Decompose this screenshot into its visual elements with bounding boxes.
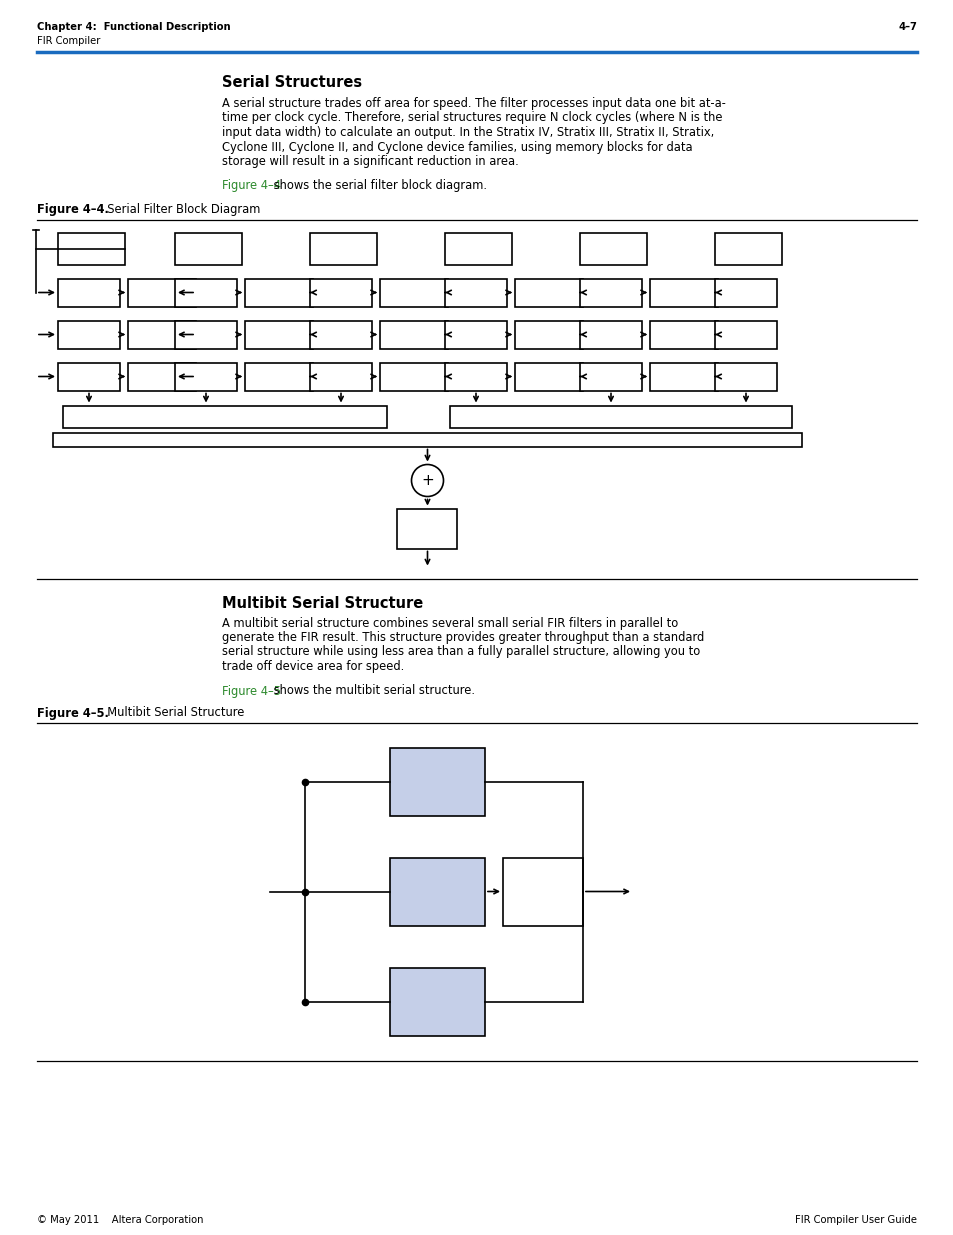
Bar bbox=[58, 363, 120, 390]
Bar bbox=[579, 321, 641, 348]
Bar bbox=[579, 279, 641, 306]
Bar bbox=[310, 321, 372, 348]
Text: input data width) to calculate an output. In the Stratix IV, Stratix III, Strati: input data width) to calculate an output… bbox=[222, 126, 714, 140]
Bar bbox=[53, 432, 801, 447]
Bar bbox=[397, 509, 457, 548]
Text: Figure 4–5.: Figure 4–5. bbox=[37, 706, 109, 720]
Bar bbox=[714, 232, 781, 264]
Bar bbox=[444, 363, 506, 390]
Text: Serial Structures: Serial Structures bbox=[222, 75, 362, 90]
Bar bbox=[174, 321, 236, 348]
Text: FIR Compiler User Guide: FIR Compiler User Guide bbox=[794, 1215, 916, 1225]
Bar bbox=[579, 232, 646, 264]
Text: +: + bbox=[420, 473, 434, 488]
Bar bbox=[174, 279, 236, 306]
Bar bbox=[58, 321, 120, 348]
Bar bbox=[128, 321, 195, 348]
Text: Multibit Serial Structure: Multibit Serial Structure bbox=[100, 706, 244, 720]
Bar bbox=[58, 279, 120, 306]
Bar bbox=[649, 363, 718, 390]
Bar bbox=[450, 405, 791, 427]
Text: FIR Compiler: FIR Compiler bbox=[37, 36, 100, 46]
Bar bbox=[444, 279, 506, 306]
Bar bbox=[174, 363, 236, 390]
Bar bbox=[515, 321, 582, 348]
Text: 4–7: 4–7 bbox=[897, 22, 916, 32]
Bar bbox=[714, 321, 776, 348]
Bar bbox=[58, 232, 125, 264]
Bar bbox=[245, 363, 313, 390]
Bar bbox=[379, 321, 448, 348]
Bar bbox=[390, 747, 484, 815]
Bar bbox=[63, 405, 387, 427]
Bar bbox=[379, 363, 448, 390]
Text: © May 2011    Altera Corporation: © May 2011 Altera Corporation bbox=[37, 1215, 203, 1225]
Bar bbox=[579, 363, 641, 390]
Text: Figure 4–4.: Figure 4–4. bbox=[37, 204, 109, 216]
Bar bbox=[444, 232, 512, 264]
Bar bbox=[379, 279, 448, 306]
Bar bbox=[310, 232, 376, 264]
Text: A serial structure trades off area for speed. The filter processes input data on: A serial structure trades off area for s… bbox=[222, 98, 725, 110]
Bar bbox=[714, 279, 776, 306]
Text: Figure 4–5: Figure 4–5 bbox=[222, 684, 281, 698]
Bar bbox=[515, 363, 582, 390]
Bar bbox=[128, 279, 195, 306]
Text: Figure 4–4: Figure 4–4 bbox=[222, 179, 281, 193]
Text: Serial Filter Block Diagram: Serial Filter Block Diagram bbox=[100, 204, 260, 216]
Bar bbox=[128, 363, 195, 390]
Text: generate the FIR result. This structure provides greater throughput than a stand: generate the FIR result. This structure … bbox=[222, 631, 703, 643]
Bar bbox=[649, 321, 718, 348]
Bar bbox=[444, 321, 506, 348]
Bar bbox=[649, 279, 718, 306]
Bar bbox=[245, 321, 313, 348]
Text: time per clock cycle. Therefore, serial structures require N clock cycles (where: time per clock cycle. Therefore, serial … bbox=[222, 111, 721, 125]
Text: Cyclone III, Cyclone II, and Cyclone device families, using memory blocks for da: Cyclone III, Cyclone II, and Cyclone dev… bbox=[222, 141, 692, 153]
Text: Multibit Serial Structure: Multibit Serial Structure bbox=[222, 597, 423, 611]
Bar bbox=[245, 279, 313, 306]
Text: Chapter 4:  Functional Description: Chapter 4: Functional Description bbox=[37, 22, 231, 32]
Bar bbox=[714, 363, 776, 390]
Bar bbox=[390, 857, 484, 925]
Text: storage will result in a significant reduction in area.: storage will result in a significant red… bbox=[222, 156, 518, 168]
Bar bbox=[310, 363, 372, 390]
Bar bbox=[515, 279, 582, 306]
Bar bbox=[502, 857, 582, 925]
Bar bbox=[390, 967, 484, 1035]
Text: A multibit serial structure combines several small serial FIR filters in paralle: A multibit serial structure combines sev… bbox=[222, 616, 678, 630]
Text: serial structure while using less area than a fully parallel structure, allowing: serial structure while using less area t… bbox=[222, 646, 700, 658]
Bar bbox=[174, 232, 242, 264]
Text: shows the multibit serial structure.: shows the multibit serial structure. bbox=[270, 684, 475, 698]
Text: shows the serial filter block diagram.: shows the serial filter block diagram. bbox=[270, 179, 486, 193]
Text: trade off device area for speed.: trade off device area for speed. bbox=[222, 659, 404, 673]
Bar bbox=[310, 279, 372, 306]
